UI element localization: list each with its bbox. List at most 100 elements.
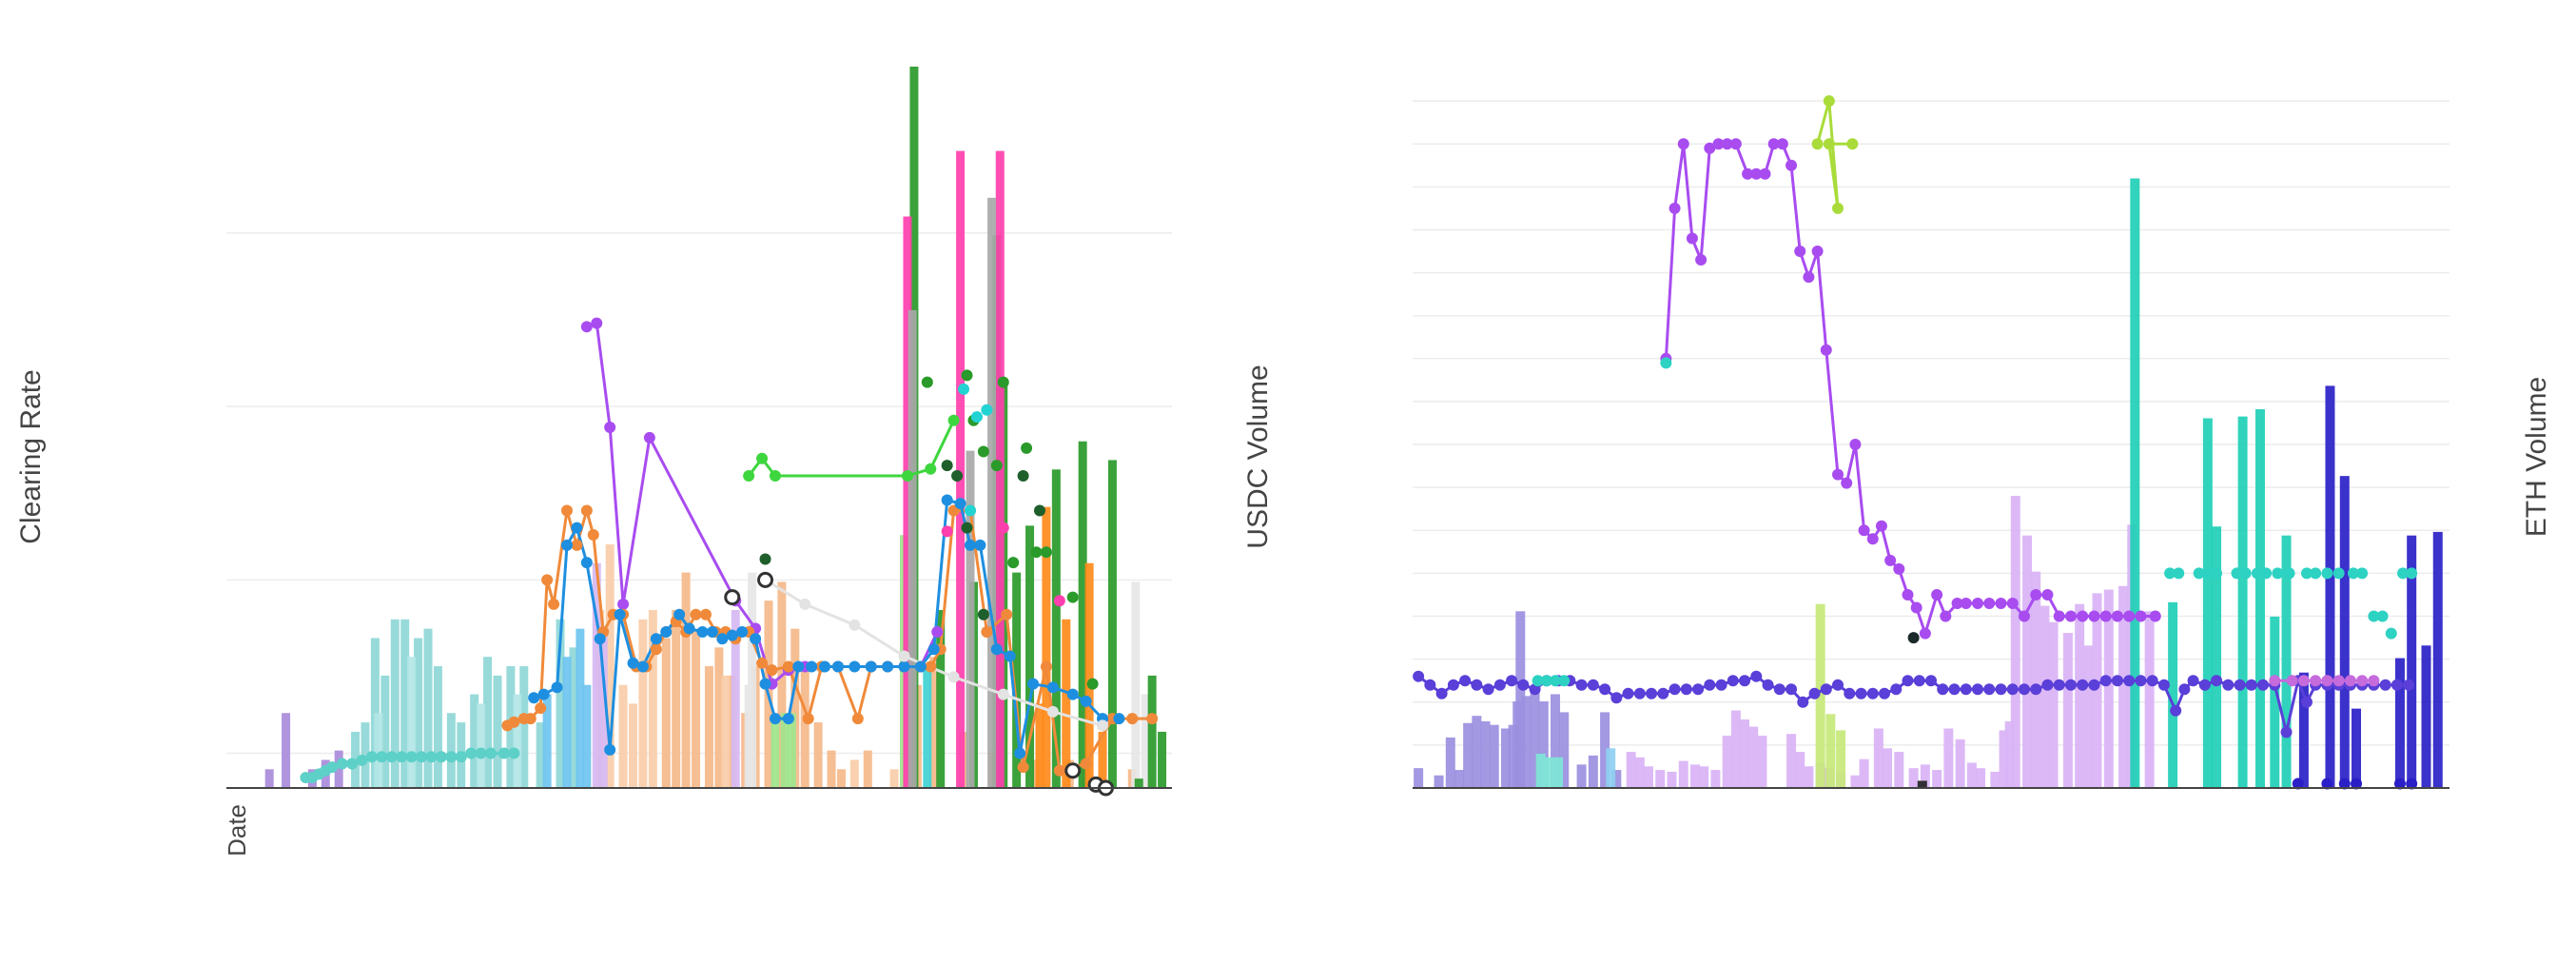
scatter-point xyxy=(2251,567,2263,580)
rate-point xyxy=(799,598,811,610)
volume-bar xyxy=(1678,760,1688,788)
rate-point xyxy=(2222,679,2234,691)
volume-bar xyxy=(628,703,637,788)
scatter-point xyxy=(2356,567,2369,580)
volume-bar xyxy=(562,657,572,788)
scatter-point xyxy=(2368,610,2380,622)
volume-bar xyxy=(863,750,872,788)
rate-point xyxy=(851,713,864,725)
volume-bar xyxy=(2298,672,2309,788)
rate-point xyxy=(465,747,478,759)
rate-point xyxy=(405,751,418,763)
rate-point xyxy=(650,633,662,645)
rate-point xyxy=(1529,683,1541,696)
rate-point xyxy=(1695,254,1708,266)
scatter-point xyxy=(958,383,970,395)
rate-point xyxy=(1960,683,1972,696)
rate-point xyxy=(2391,679,2403,691)
scatter-point xyxy=(990,460,1003,472)
volume-bar xyxy=(907,309,917,788)
volume-bar xyxy=(2270,616,2280,788)
rate-point xyxy=(1471,679,1483,691)
rate-point xyxy=(1004,650,1016,662)
volume-bar xyxy=(2144,611,2155,788)
volume-bar xyxy=(2254,409,2265,788)
scatter-point xyxy=(1017,470,1029,482)
rate-point xyxy=(2344,675,2356,687)
rate-point xyxy=(1832,202,1844,214)
rate-point xyxy=(1704,679,1716,691)
volume-bar xyxy=(1606,748,1616,788)
volume-bar xyxy=(1786,734,1797,788)
volume-bar xyxy=(1943,728,1954,788)
rate-point xyxy=(898,650,910,662)
rate-point xyxy=(898,660,910,673)
rate-point xyxy=(650,643,662,656)
rate-point xyxy=(1080,695,1092,707)
volume-bar xyxy=(1655,770,1666,788)
volume-bar xyxy=(2103,589,2114,788)
volume-bar xyxy=(493,675,502,788)
volume-bar xyxy=(1131,581,1141,788)
scatter-point xyxy=(2406,567,2418,580)
rate-point xyxy=(528,692,540,704)
volume-bar xyxy=(1134,778,1143,788)
volume-bar xyxy=(929,657,939,788)
rate-point xyxy=(1657,687,1669,699)
rate-point xyxy=(696,626,709,639)
scatter-point xyxy=(2332,567,2345,580)
rate-point xyxy=(849,660,861,673)
rate-point xyxy=(614,608,626,620)
volume-bar xyxy=(1078,441,1087,788)
scatter-point xyxy=(1086,678,1099,690)
volume-bar xyxy=(2212,526,2222,788)
rate-point xyxy=(2245,679,2257,691)
volume-bar xyxy=(2352,708,2362,788)
rate-point xyxy=(1841,477,1853,489)
volume-bar xyxy=(1042,506,1051,788)
rate-point xyxy=(376,751,388,763)
volume-bar xyxy=(836,769,846,788)
rate-point xyxy=(591,317,603,329)
rate-point xyxy=(2286,675,2298,687)
volume-bar xyxy=(446,713,456,788)
rate-point xyxy=(485,747,498,759)
volume-bar xyxy=(704,666,713,788)
rate-point xyxy=(1080,758,1092,770)
volume-bar xyxy=(1480,720,1491,788)
rate-point xyxy=(1786,683,1798,696)
volume-bar xyxy=(1748,726,1759,788)
volume-bar xyxy=(787,713,796,788)
volume-bar xyxy=(1025,525,1035,788)
volume-bar xyxy=(1521,696,1532,788)
rate-point xyxy=(2135,675,2147,687)
volume-bar xyxy=(771,722,780,788)
volume-bar xyxy=(1815,603,1825,788)
rate-point xyxy=(954,498,966,510)
volume-bar xyxy=(2004,720,2015,788)
volume-bar xyxy=(1098,731,1107,788)
rate-points xyxy=(1413,95,2418,790)
volume-bar xyxy=(1158,731,1167,788)
scatter-point xyxy=(941,460,953,472)
volume-bar xyxy=(407,657,417,788)
rate-point xyxy=(1146,713,1159,725)
rate-point xyxy=(1776,138,1788,150)
y-axis-title: Clearing Rate xyxy=(15,369,47,543)
scatter-point xyxy=(2321,567,2333,580)
x-axis-title: Date xyxy=(223,804,251,857)
rate-point xyxy=(947,414,960,426)
rate-point xyxy=(1913,675,1925,687)
rate-point xyxy=(699,608,712,620)
volume-bar xyxy=(1084,562,1094,788)
rate-point xyxy=(425,751,438,763)
rate-point xyxy=(508,716,520,728)
volume-bar xyxy=(598,628,608,788)
scatter-point xyxy=(2272,567,2284,580)
rate-line xyxy=(1816,99,1853,210)
rate-point xyxy=(2006,597,2019,609)
rate-point xyxy=(1413,670,1425,682)
rate-point xyxy=(1808,687,1821,699)
rate-point xyxy=(1823,138,1835,150)
